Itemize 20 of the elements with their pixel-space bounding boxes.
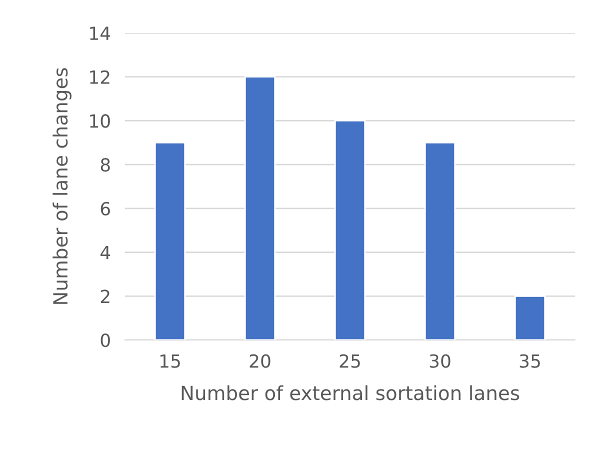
bar [514, 295, 546, 340]
y-tick-label: 10 [90, 114, 110, 128]
x-axis-title: Number of external sortation lanes [182, 385, 520, 400]
y-tick-label: 0 [100, 333, 110, 348]
y-tick-label: 12 [90, 70, 110, 84]
bar [244, 76, 276, 340]
bar [154, 142, 186, 340]
x-tick-label: 25 [340, 354, 360, 368]
y-tick-label: 8 [100, 158, 110, 172]
bar [424, 142, 456, 340]
y-tick-label: 4 [100, 246, 110, 260]
x-tick-label: 15 [160, 354, 180, 368]
y-axis-title: Number of lane changes [52, 68, 72, 304]
x-tick-label: 30 [430, 354, 450, 368]
x-tick-label: 35 [520, 354, 540, 368]
y-tick-label: 6 [100, 202, 110, 216]
y-tick-label: 2 [100, 290, 110, 304]
bar [334, 120, 366, 340]
x-tick-label: 20 [250, 354, 270, 368]
y-tick-label: 14 [90, 26, 110, 40]
